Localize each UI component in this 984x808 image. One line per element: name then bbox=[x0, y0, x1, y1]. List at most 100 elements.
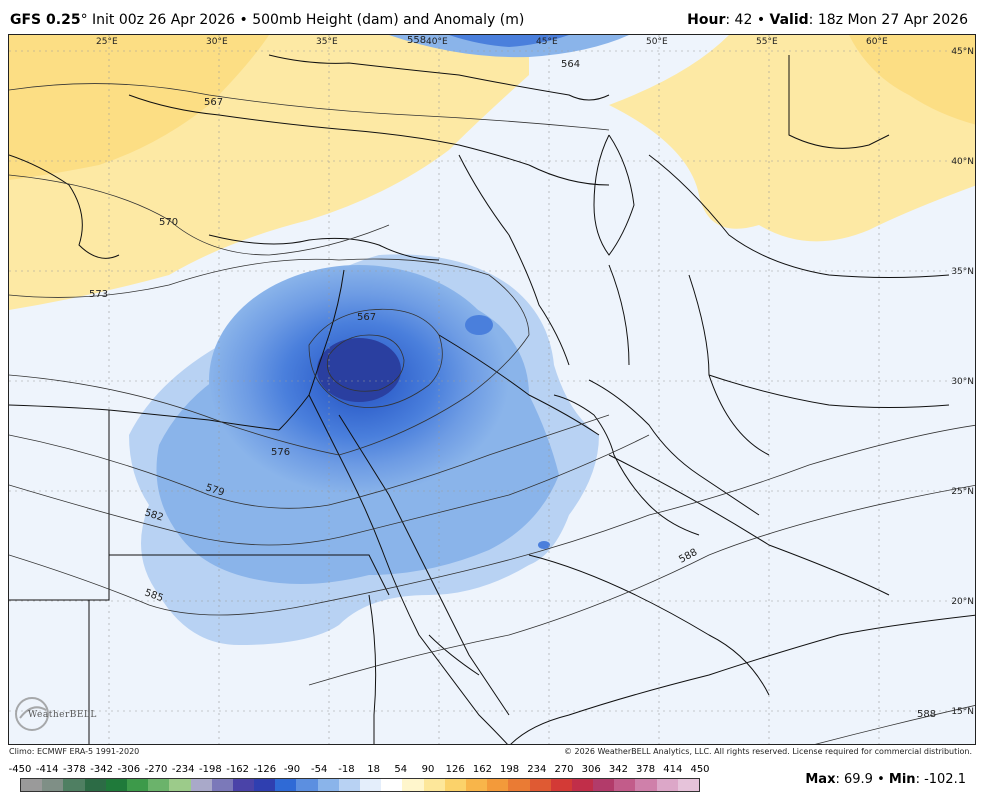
colorbar-segment bbox=[677, 779, 699, 791]
negative-anomaly-small-south bbox=[538, 541, 550, 549]
weatherbell-logo: WeatherBELL bbox=[12, 694, 102, 738]
colorbar-segment bbox=[423, 779, 445, 791]
lon-label-60e: 60°E bbox=[866, 37, 888, 47]
longitude-labels: 25°E 30°E 35°E 40°E 45°E 50°E 55°E 60°E bbox=[96, 37, 888, 47]
colorbar-tick-label: -270 bbox=[144, 764, 168, 775]
contour-label-564: 564 bbox=[561, 59, 580, 70]
lat-label-30n: 30°N bbox=[951, 377, 974, 387]
colorbar-tick-label: -414 bbox=[35, 764, 59, 775]
logo-text: WeatherBELL bbox=[28, 710, 97, 720]
colorbar-segment bbox=[444, 779, 466, 791]
maxmin-bullet: • bbox=[877, 772, 885, 787]
colorbar-segment bbox=[508, 779, 530, 791]
lon-label-30e: 30°E bbox=[206, 37, 228, 47]
header-title: GFS 0.25° Init 00z 26 Apr 2026 • 500mb H… bbox=[10, 12, 524, 28]
colorbar-tick-label: 450 bbox=[690, 764, 710, 775]
contour-label-567-north: 567 bbox=[204, 97, 223, 108]
contour-label-group: 567 570 573 576 579 582 585 588 564 558 … bbox=[89, 35, 936, 720]
colorbar-segment bbox=[169, 779, 191, 791]
colorbar-segment bbox=[21, 779, 43, 791]
contour-570 bbox=[9, 174, 390, 256]
colorbar-tick-label: -126 bbox=[253, 764, 277, 775]
colorbar-tick-label: -342 bbox=[90, 764, 113, 775]
colorbar-ticks: -450 -414 -378 -342 -306 -270 -234 -198 -162 -126… bbox=[9, 764, 710, 776]
colorbar-segment bbox=[148, 779, 170, 791]
colorbar-segment bbox=[296, 779, 318, 791]
lat-label-40n: 40°N bbox=[951, 157, 974, 167]
colorbar-segment bbox=[42, 779, 64, 791]
negative-anomaly-center bbox=[317, 338, 401, 402]
colorbar-segment bbox=[593, 779, 615, 791]
colorbar-tick-label: 90 bbox=[421, 764, 435, 775]
colorbar-segment bbox=[232, 779, 255, 791]
min-label: Min bbox=[888, 772, 916, 787]
weatherbell-logo-icon bbox=[15, 697, 49, 731]
colorbar-tick-label: 126 bbox=[445, 764, 465, 775]
colorbar-segment bbox=[529, 779, 551, 791]
contour-label-567-low: 567 bbox=[357, 312, 376, 323]
contour-576 bbox=[9, 334, 530, 456]
contour-567-north bbox=[9, 83, 610, 131]
colorbar-tick-label: -378 bbox=[63, 764, 86, 775]
positive-anomaly-northeast-core bbox=[849, 35, 975, 125]
colorbar-tick-label: 306 bbox=[581, 764, 601, 775]
colorbar-tick-label: 198 bbox=[500, 764, 520, 775]
model-name: GFS 0.25 bbox=[10, 12, 81, 28]
max-value: 69.9 bbox=[844, 772, 873, 787]
colorbar-tick-label: -198 bbox=[199, 764, 222, 775]
map-panel: 567 570 573 576 579 582 585 588 564 558 … bbox=[8, 34, 976, 745]
colorbar-segment bbox=[317, 779, 339, 791]
colorbar-segment bbox=[381, 779, 403, 791]
contour-label-558: 558 bbox=[407, 35, 426, 46]
colorbar-tick-label: 234 bbox=[527, 764, 547, 775]
height-contours bbox=[9, 83, 975, 744]
colorbar-tick-label: -306 bbox=[117, 764, 141, 775]
contour-label-576: 576 bbox=[271, 447, 290, 458]
colorbar-tick-label: 270 bbox=[554, 764, 574, 775]
colorbar-segment bbox=[487, 779, 509, 791]
colorbar-segment bbox=[338, 779, 360, 791]
contour-label-588-southeast: 588 bbox=[917, 709, 936, 720]
colorbar-segment bbox=[614, 779, 636, 791]
colorbar-tick-label: 414 bbox=[663, 764, 683, 775]
colorbar-segment bbox=[360, 779, 382, 791]
colorbar bbox=[20, 778, 700, 792]
colorbar-segment bbox=[254, 779, 276, 791]
colorbar-segment bbox=[126, 779, 149, 791]
lat-label-35n: 35°N bbox=[951, 267, 974, 277]
degree-symbol: ° bbox=[80, 12, 88, 28]
colorbar-tick-label: 378 bbox=[636, 764, 656, 775]
colorbar-tick-label: 342 bbox=[608, 764, 628, 775]
colorbar-tick-label: 18 bbox=[367, 764, 380, 775]
colorbar-tick-label: -54 bbox=[311, 764, 328, 775]
colorbar-segment bbox=[190, 779, 212, 791]
colorbar-tick-label: -162 bbox=[226, 764, 249, 775]
contour-588 bbox=[308, 484, 975, 686]
colorbar-segment bbox=[550, 779, 572, 791]
bullet-separator: • bbox=[239, 12, 248, 28]
contour-label-573: 573 bbox=[89, 289, 108, 300]
field-description: 500mb Height (dam) and Anomaly (m) bbox=[252, 12, 525, 28]
min-value: -102.1 bbox=[924, 772, 966, 787]
contour-573 bbox=[9, 258, 530, 336]
latitude-labels: 45°N 40°N 35°N 30°N 25°N 20°N 15°N bbox=[951, 47, 974, 717]
hour-label: Hour bbox=[687, 12, 726, 28]
positive-anomaly-northeast bbox=[609, 35, 975, 242]
lon-label-35e: 35°E bbox=[316, 37, 338, 47]
contour-582 bbox=[9, 434, 650, 546]
colorbar-segment bbox=[402, 779, 424, 791]
graticule bbox=[9, 35, 975, 744]
contour-585 bbox=[9, 424, 975, 616]
colorbar-segment bbox=[465, 779, 488, 791]
lat-label-25n: 25°N bbox=[951, 487, 974, 497]
colorbar-tick-label: 54 bbox=[394, 764, 408, 775]
colorbar-segment bbox=[656, 779, 678, 791]
max-min-readout: Max: 69.9 • Min: -102.1 bbox=[805, 772, 966, 787]
colorbar-segment bbox=[63, 779, 85, 791]
positive-anomaly-northwest-core bbox=[9, 35, 269, 180]
colorbar-tick-label: 162 bbox=[472, 764, 492, 775]
valid-label: Valid bbox=[769, 12, 809, 28]
colorbar-tick-label: -234 bbox=[171, 764, 195, 775]
lon-label-25e: 25°E bbox=[96, 37, 118, 47]
lon-label-40e: 40°E bbox=[426, 37, 448, 47]
